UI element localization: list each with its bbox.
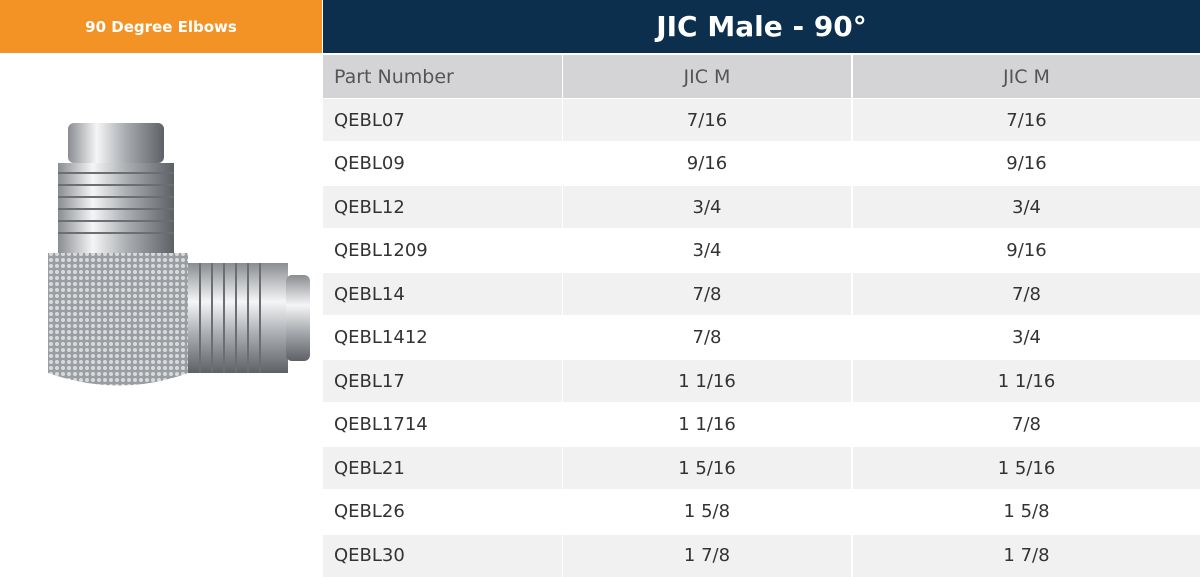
table-cell: 1 1/16: [853, 360, 1200, 403]
table-cell: QEBL1209: [323, 229, 562, 272]
table-cell: 7/8: [563, 316, 851, 359]
table-cell: 1 5/16: [853, 447, 1200, 490]
table-cell: QEBL17: [323, 360, 562, 403]
table-cell: 1 1/16: [563, 360, 851, 403]
table-cell: 1 5/16: [563, 447, 851, 490]
table-cell: QEBL1714: [323, 403, 562, 446]
column-header: JIC M: [853, 55, 1200, 98]
table-cell: QEBL26: [323, 490, 562, 533]
table-cell: 1 5/8: [853, 490, 1200, 533]
table-cell: 3/4: [563, 186, 851, 229]
table-cell: 7/8: [853, 273, 1200, 316]
table-cell: 1 7/8: [853, 534, 1200, 577]
table-cell: QEBL07: [323, 99, 562, 142]
table-cell: 1 5/8: [563, 490, 851, 533]
table-cell: 1 1/16: [563, 403, 851, 446]
table-cell: QEBL12: [323, 186, 562, 229]
table-cell: QEBL30: [323, 534, 562, 577]
table-cell: QEBL14: [323, 273, 562, 316]
table-cell: 7/8: [853, 403, 1200, 446]
table-cell: 3/4: [853, 316, 1200, 359]
section-label: 90 Degree Elbows: [0, 0, 322, 53]
column-header: Part Number: [323, 55, 562, 98]
table-cell: 9/16: [853, 142, 1200, 185]
table-cell: 7/16: [853, 99, 1200, 142]
table-cell: 7/16: [563, 99, 851, 142]
fitting-image: [48, 123, 310, 386]
table-title: JIC Male - 90°: [323, 0, 1200, 53]
table-cell: 1 7/8: [563, 534, 851, 577]
table-cell: 9/16: [563, 142, 851, 185]
table-cell: 3/4: [853, 186, 1200, 229]
table-cell: QEBL1412: [323, 316, 562, 359]
table-cell: 7/8: [563, 273, 851, 316]
table-cell: QEBL21: [323, 447, 562, 490]
table-cell: QEBL09: [323, 142, 562, 185]
table-cell: 9/16: [853, 229, 1200, 272]
table-cell: 3/4: [563, 229, 851, 272]
column-header: JIC M: [563, 55, 851, 98]
